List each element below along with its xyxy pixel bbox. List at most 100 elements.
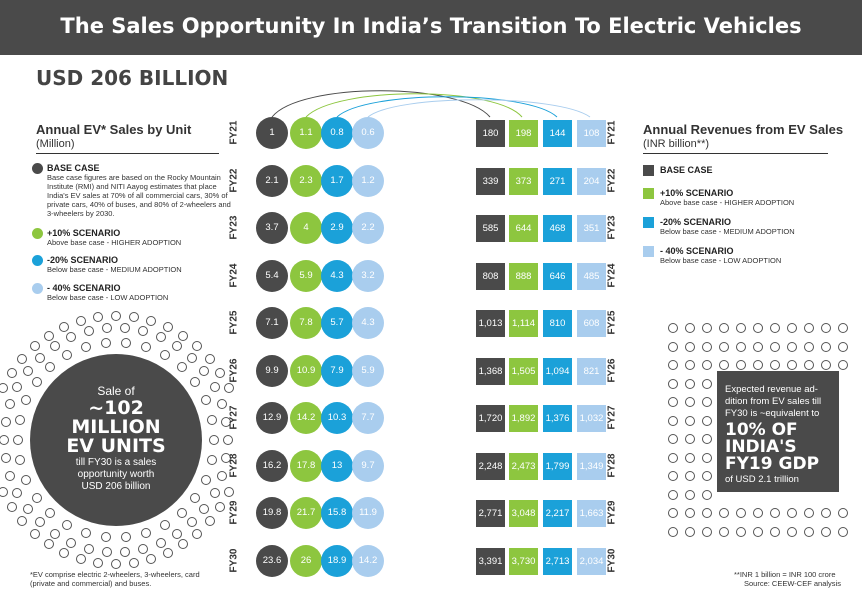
footnote-ev-2: (private and commercial) and buses. [30,579,152,588]
rupee-icon [668,452,678,463]
vehicle-icon [13,435,23,445]
vehicle-icon [29,341,40,352]
callout-line: USD 206 billion [81,481,151,492]
legend-rev-base-title: BASE CASE [660,165,713,175]
vehicle-icon [22,366,33,377]
revenue-value-box: 608 [577,310,606,337]
fy-label-revenue: FY22 [606,168,618,192]
revenue-value-box: 3,048 [509,500,538,527]
vehicle-icon [145,316,156,327]
units-value-circle: 9.9 [256,354,288,387]
rupee-icon [719,323,729,333]
vehicle-icon [12,488,23,499]
legend-plus10-title: +10% SCENARIO [47,228,121,238]
vehicle-icon [35,517,46,528]
vehicle-icon [76,316,87,327]
revenue-value-box: 1,032 [577,405,606,432]
vehicle-icon [221,453,232,464]
callout-line: opportunity worth [77,469,155,480]
revenue-value-box: 180 [476,120,505,147]
rupee-icon [770,508,780,518]
vehicle-icon [101,546,112,557]
rupee-icon [668,397,678,407]
fy-label-revenue: FY29 [606,500,618,525]
revenue-value-box: 198 [509,120,538,147]
rupee-icon [838,341,848,352]
revenue-section-subtitle: (INR billion**) [643,138,710,150]
rupee-icon [719,341,729,352]
revenue-value-box: 3,391 [476,547,505,575]
vehicle-icon [192,341,203,352]
legend-rev-minus40-sub: Below base case - LOW ADOPTION [660,256,782,265]
footnote-inr: **INR 1 billion = INR 100 crore [734,570,836,579]
revenue-value-box: 810 [543,310,572,337]
callout-line: till FY30 is a sales [75,457,157,468]
rupee-icon [685,471,695,481]
fy-label-units: FY25 [228,310,240,335]
vehicle-icon [45,507,56,518]
vehicle-icon [62,350,72,361]
vehicle-icon [6,367,17,378]
rupee-icon [719,526,729,537]
fy-label-revenue: FY21 [606,120,618,145]
units-value-circle: 19.8 [256,497,288,529]
arc-plus10 [305,93,523,118]
vehicle-icon [209,435,219,445]
units-value-circle: 2.9 [321,212,353,244]
footnote-ev: *EV comprise electric 2-wheelers, 3-whee… [30,570,200,579]
vehicle-icon [172,528,183,539]
fy-label-revenue: FY30 [606,548,618,572]
legend-base-swatch [32,163,43,174]
rupee-icon [702,489,712,500]
units-value-circle: 4 [290,212,322,244]
units-value-circle: 18.9 [321,544,353,577]
rupee-icon [702,508,712,518]
vehicle-icon [0,486,9,497]
callout-line: ~102 [88,397,144,419]
vehicle-icon [155,537,166,548]
vehicle-icon [199,366,210,377]
rupee-icon [668,471,678,481]
vehicle-icon [121,532,132,543]
rupee-icon [736,360,746,370]
revenue-value-box: 1,799 [543,452,572,480]
vehicle-icon [128,312,139,323]
revenue-value-box: 644 [509,215,538,242]
vehicle-icon [209,488,220,499]
vehicle-icon [45,362,56,373]
rupee-icon [838,526,848,537]
vehicle-icon [192,528,203,539]
vehicle-icon [93,312,104,323]
units-value-circle: 4.3 [321,259,353,292]
vehicle-icon [66,537,76,548]
units-value-circle: 17.8 [290,449,322,482]
rupee-icon [668,323,678,333]
units-value-circle: 14.2 [290,402,322,434]
rupee-icon [736,323,746,333]
vehicle-icon [15,455,26,466]
vehicle-icon [186,352,197,363]
units-value-circle: 2.2 [352,212,384,244]
legend-plus10-sub: Above base case - HIGHER ADOPTION [47,238,182,247]
units-value-circle: 1.7 [321,164,353,197]
rupee-icon [804,360,814,370]
revenue-value-box: 2,034 [577,547,606,575]
rupee-icon [787,526,797,537]
revenue-value-box: 1,376 [543,405,572,432]
revenue-value-box: 3,730 [509,547,538,575]
units-value-circle: 5.4 [256,259,288,292]
vehicle-icon [83,326,94,337]
rupee-icon [685,434,695,444]
vehicle-icon [120,546,131,557]
rupee-icon [702,341,712,352]
callout-line: Sale of [97,384,135,398]
callout-line: FY30 is ~equivalent to [725,408,820,419]
units-value-circle: 5.9 [290,259,322,292]
revenue-section-title: Annual Revenues from EV Sales [643,122,844,137]
vehicle-icon [5,471,16,482]
vehicle-icon [172,341,183,352]
vehicle-icon [62,519,72,530]
fy-label-revenue: FY24 [606,263,618,287]
revenue-value-box: 485 [577,262,606,290]
vehicle-icon [100,532,111,543]
